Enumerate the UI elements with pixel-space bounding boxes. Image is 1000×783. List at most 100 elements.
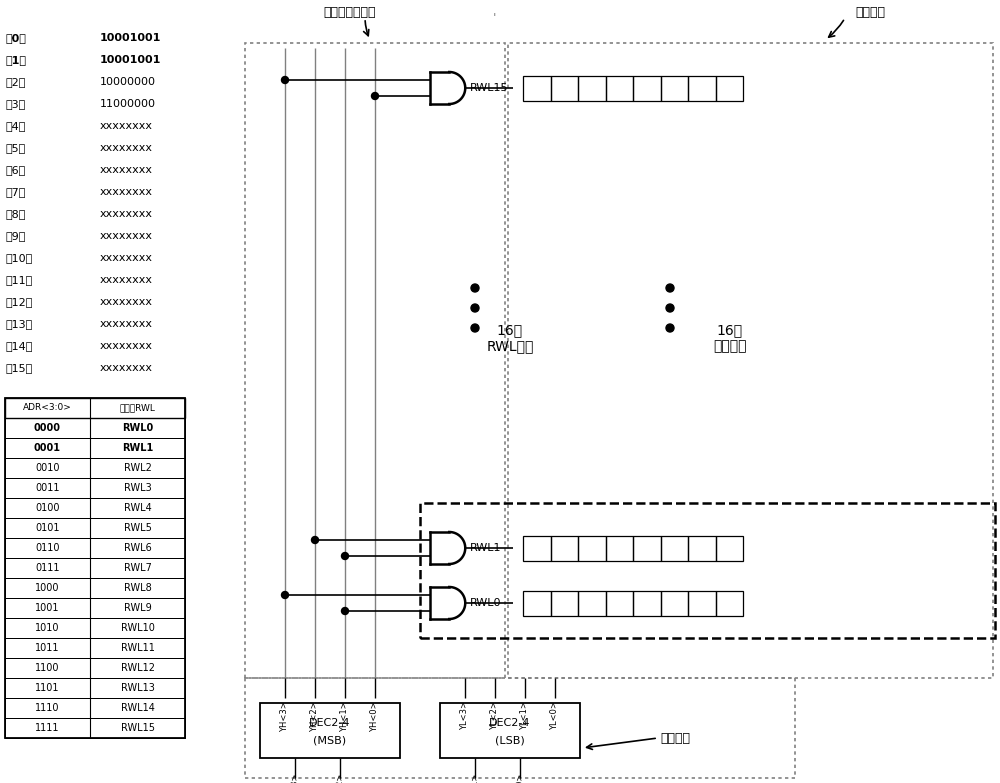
Bar [90, 538, 185, 558]
Bar [90, 578, 185, 598]
Bar [90, 438, 185, 458]
Text: (MSB): (MSB) [313, 735, 347, 745]
Text: RWL1: RWL1 [122, 443, 153, 453]
Circle shape [471, 284, 479, 292]
Text: RWL10: RWL10 [121, 623, 154, 633]
Bar [5, 538, 90, 558]
Bar [5, 558, 90, 578]
Text: 0101: 0101 [35, 523, 60, 533]
Text: 第1行: 第1行 [5, 55, 26, 65]
Text: DEC2-4: DEC2-4 [489, 717, 531, 727]
Text: 1000: 1000 [35, 583, 60, 593]
Text: ADR<1>: ADR<1> [471, 773, 480, 783]
Text: YL<2>: YL<2> [490, 701, 500, 730]
Text: RWL12: RWL12 [120, 663, 154, 673]
Bar [523, 590, 550, 615]
Bar [5, 458, 90, 478]
Bar [688, 536, 716, 561]
Text: xxxxxxxx: xxxxxxxx [100, 297, 153, 307]
Text: RWL0: RWL0 [122, 423, 153, 433]
Text: 第5行: 第5行 [5, 143, 25, 153]
Text: RWL5: RWL5 [124, 523, 151, 533]
Bar [5, 638, 90, 658]
Text: 0001: 0001 [34, 443, 61, 453]
Circle shape [282, 77, 288, 84]
Polygon shape [449, 532, 465, 564]
Bar [5, 618, 90, 638]
Bar [633, 536, 660, 561]
Text: RWL8: RWL8 [124, 583, 151, 593]
Bar [606, 590, 633, 615]
Bar [5, 478, 90, 498]
Text: 1110: 1110 [35, 703, 60, 713]
Text: 0100: 0100 [35, 503, 60, 513]
Bar [508, 43, 993, 678]
Bar [5, 698, 90, 718]
Text: YH<0>: YH<0> [370, 701, 380, 731]
Text: 16行
单元阵列: 16行 单元阵列 [713, 323, 747, 353]
Bar [90, 458, 185, 478]
Bar [5, 438, 90, 458]
Bar [5, 578, 90, 598]
Bar [90, 518, 185, 538]
Text: ADR<0>: ADR<0> [516, 773, 524, 783]
Bar [420, 503, 995, 638]
Text: YL<1>: YL<1> [520, 701, 530, 730]
Text: 10001001: 10001001 [100, 55, 161, 65]
Text: 第0行: 第0行 [5, 33, 26, 43]
Text: 第4行: 第4行 [5, 121, 25, 131]
Bar [550, 590, 578, 615]
Text: 0010: 0010 [35, 463, 60, 473]
Bar [90, 658, 185, 678]
Text: YL<0>: YL<0> [550, 701, 560, 730]
Text: 第14行: 第14行 [5, 341, 32, 351]
Text: RWL9: RWL9 [124, 603, 151, 613]
Text: xxxxxxxx: xxxxxxxx [100, 165, 153, 175]
Text: RWL3: RWL3 [124, 483, 151, 493]
Bar [245, 43, 505, 678]
Text: 选中的RWL: 选中的RWL [120, 403, 155, 413]
Text: 10000000: 10000000 [100, 77, 156, 87]
Bar [5, 658, 90, 678]
Circle shape [471, 324, 479, 332]
Text: xxxxxxxx: xxxxxxxx [100, 275, 153, 285]
Bar [5, 498, 90, 518]
Bar [440, 703, 580, 758]
Bar [90, 698, 185, 718]
Bar [716, 590, 743, 615]
Text: RWL13: RWL13 [121, 683, 154, 693]
Text: ADR<3:0>: ADR<3:0> [23, 403, 72, 413]
Text: 0000: 0000 [34, 423, 61, 433]
Text: RWL11: RWL11 [121, 643, 154, 653]
Text: YH<2>: YH<2> [310, 701, 320, 731]
Text: 1001: 1001 [35, 603, 60, 613]
Bar [523, 536, 550, 561]
Text: xxxxxxxx: xxxxxxxx [100, 231, 153, 241]
Text: 1100: 1100 [35, 663, 60, 673]
Text: 第15行: 第15行 [5, 363, 32, 373]
Text: 第13行: 第13行 [5, 319, 32, 329]
Bar [5, 398, 185, 738]
Text: 第6行: 第6行 [5, 165, 25, 175]
Bar [523, 75, 550, 100]
Bar [90, 478, 185, 498]
Text: ADR<3>: ADR<3> [290, 773, 300, 783]
Bar [633, 75, 660, 100]
Bar [606, 75, 633, 100]
Circle shape [282, 591, 288, 598]
Text: 0111: 0111 [35, 563, 60, 573]
Polygon shape [449, 587, 465, 619]
Text: YL<3>: YL<3> [460, 701, 470, 730]
Text: 16条
RWL信号: 16条 RWL信号 [486, 323, 534, 353]
Text: RWL0: RWL0 [470, 598, 502, 608]
Text: ADR<2>: ADR<2> [336, 773, 344, 783]
Text: 第7行: 第7行 [5, 187, 25, 197]
Text: xxxxxxxx: xxxxxxxx [100, 253, 153, 263]
Bar [578, 590, 606, 615]
Text: RWL1: RWL1 [470, 543, 502, 553]
Text: RWL4: RWL4 [124, 503, 151, 513]
Text: ': ' [493, 12, 497, 24]
Text: YH<1>: YH<1> [340, 701, 350, 731]
Text: 0110: 0110 [35, 543, 60, 553]
Bar [688, 590, 716, 615]
